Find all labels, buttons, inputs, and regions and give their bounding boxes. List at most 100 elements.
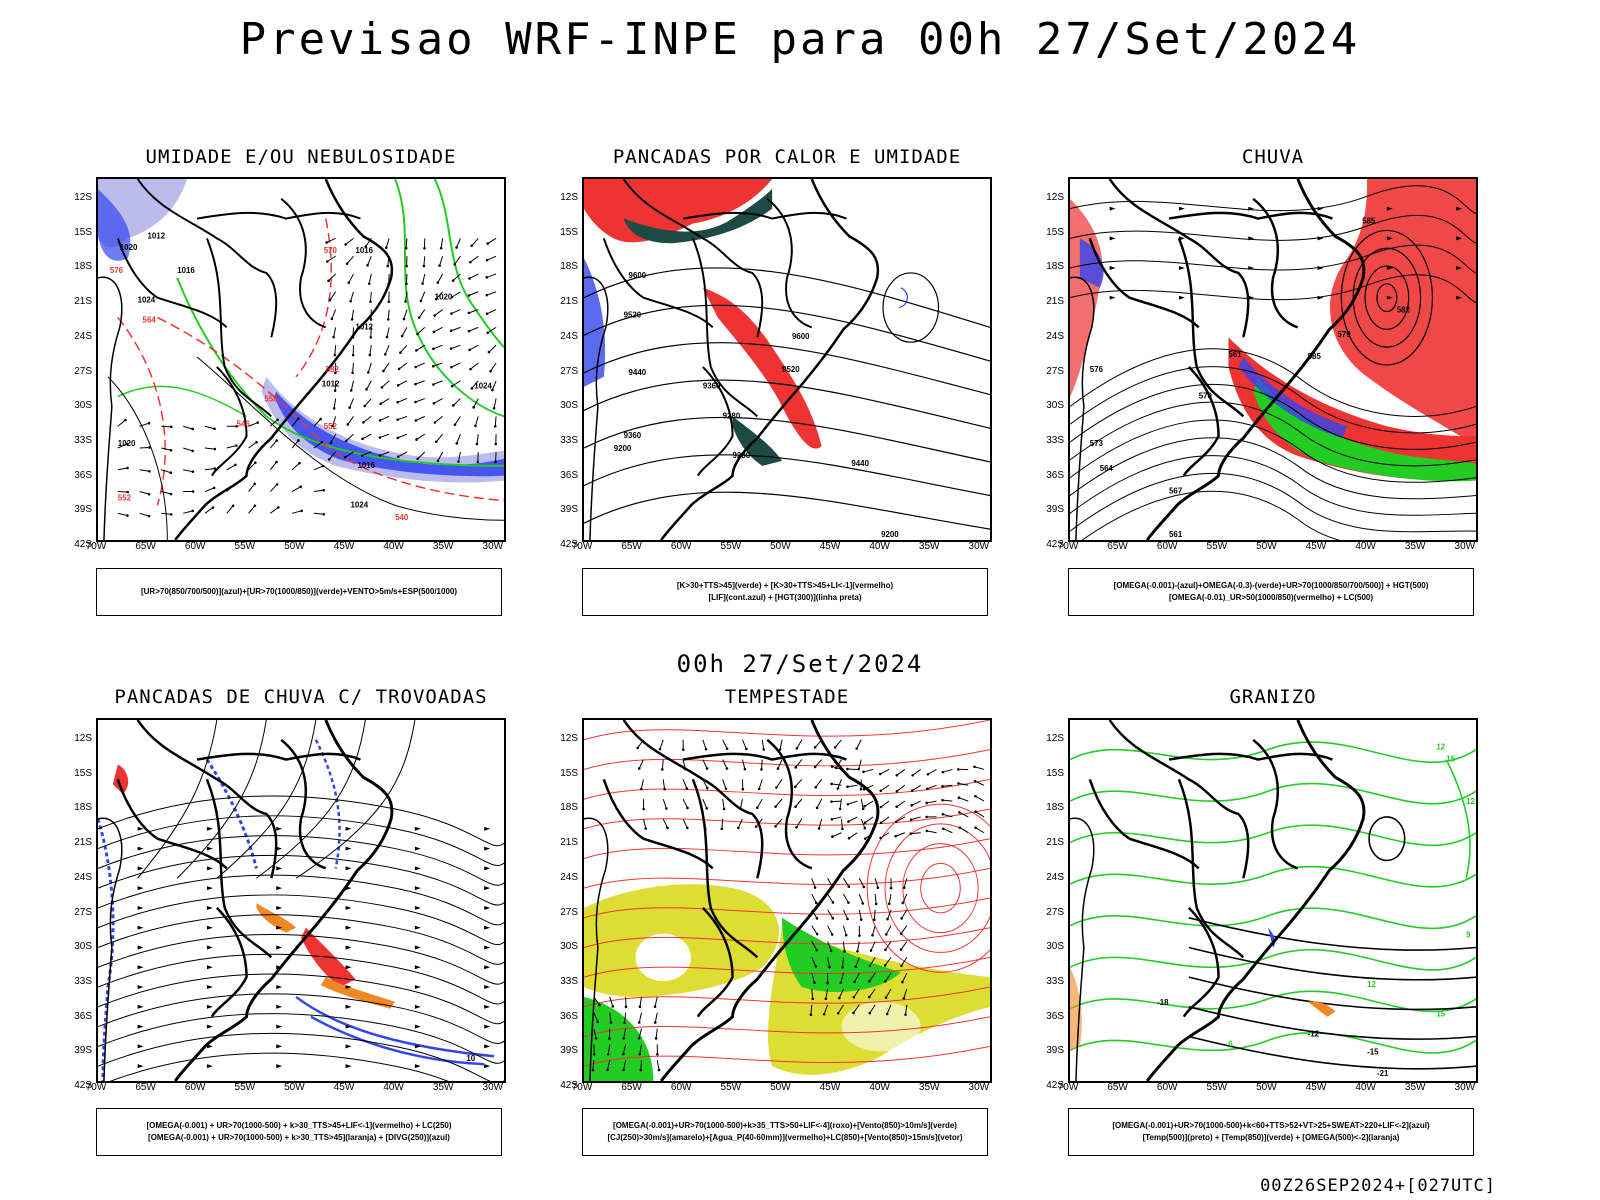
contour-label: 9360 (703, 382, 721, 391)
longitude-tick-label: 55W (720, 1082, 742, 1093)
latitude-tick-label: 21S (560, 296, 578, 308)
contour-label: 1020 (120, 243, 138, 252)
wind-vectors (636, 739, 867, 831)
latitude-tick-label: 12S (74, 733, 92, 744)
latitude-tick-label: 30S (74, 941, 92, 953)
legend-line: [UR>70(850/700/500)](azul)+[UR>70(1000/8… (140, 587, 458, 596)
latitude-tick-label: 12S (560, 733, 578, 744)
longitude-tick-label: 50W (770, 1082, 791, 1093)
longitude-tick-label: 65W (1107, 1082, 1128, 1093)
contour-label: 558 (264, 395, 278, 404)
longitude-tick-label: 45W (819, 541, 841, 552)
latitude-tick-label: 18S (560, 802, 578, 814)
contour-label: 10 (466, 1054, 475, 1063)
legend-line: [OMEGA(-0.001) + UR>70(1000-500) + k>30_… (146, 1121, 452, 1130)
latitude-tick-label: 12S (560, 192, 578, 203)
contour-label: 9520 (782, 365, 800, 374)
longitude-tick-label: 70W (85, 541, 107, 552)
contour-label: 579 (1337, 330, 1351, 339)
legend-line: [CJ(250)>30m/s](amarelo)+[Agua_P(40-60mm… (607, 1133, 963, 1142)
contour-label: 9360 (624, 431, 642, 440)
contour-label: 552 (324, 422, 338, 431)
longitude-tick-label: 35W (1404, 541, 1426, 552)
latitude-tick-label: 39S (560, 1045, 578, 1057)
map-plot: 1020 1012 1016 1024 1016 1020 1012 1012 1024 1016… (96, 177, 506, 542)
contour-label: 1024 (138, 296, 156, 305)
longitude-tick-label: 35W (918, 541, 940, 552)
longitude-tick-label: 40W (869, 541, 890, 552)
contour-label: 9 (1466, 931, 1471, 940)
contour-label: 567 (1169, 487, 1183, 496)
map-plot: 9600 9520 9440 9360 9280 9200 9600 9520 9440 9200… (582, 177, 992, 542)
longitude-tick-label: 60W (1156, 1082, 1178, 1093)
latitude-tick-label: 24S (74, 330, 92, 342)
longitude-tick-label: 45W (819, 1082, 841, 1093)
contour-label: 585 (1362, 217, 1376, 226)
latitude-tick-label: 42S (1046, 1080, 1064, 1091)
latitude-tick-label: 21S (1046, 837, 1064, 849)
panel-title: GRANIZO (1229, 686, 1317, 708)
contour-label: 582 (326, 365, 340, 374)
map-plot: -18 -12 -15 -21 12 15 12 9 6 12 15 (1068, 718, 1478, 1083)
contour-label: 576 (1090, 365, 1104, 374)
latitude-tick-label: 42S (560, 539, 578, 550)
latitude-tick-label: 27S (74, 906, 92, 918)
contour-label: 582 (1397, 306, 1411, 315)
latitude-tick-label: 15S (1046, 226, 1064, 238)
latitude-tick-label: 15S (560, 226, 578, 238)
contour-label: 552 (118, 493, 132, 502)
map-canvas: 10 (98, 720, 504, 1081)
latitude-tick-label: 36S (560, 469, 578, 481)
longitude-tick-label: 55W (1206, 541, 1228, 552)
contour-labels: 585 585 576 570 573 564 567 561 561 579 582 (1090, 217, 1411, 540)
latitude-tick-label: 33S (74, 975, 92, 987)
contour-labels: 10 (466, 1054, 475, 1063)
latitude-tick-label: 33S (560, 434, 578, 446)
longitude-tick-label: 50W (1256, 541, 1277, 552)
latitude-tick-label: 33S (560, 975, 578, 987)
contour-label: 585 (1308, 352, 1322, 361)
latitude-tick-label: 21S (1046, 296, 1064, 308)
contour-label: 573 (1090, 439, 1104, 448)
latitude-tick-label: 39S (74, 1045, 92, 1057)
contour-label: 546 (237, 419, 251, 428)
wind-vectors (809, 877, 908, 1016)
map-canvas: 585 585 576 570 573 564 567 561 561 579 582 (1070, 179, 1476, 540)
latitude-tick-label: 42S (560, 1080, 578, 1091)
longitude-tick-label: 70W (571, 1082, 593, 1093)
map-outline (584, 720, 880, 1081)
longitude-tick-label: 60W (184, 1082, 206, 1093)
map-plot: 10 (96, 718, 506, 1083)
longitude-tick-label: 55W (720, 541, 742, 552)
map-plot (582, 718, 992, 1083)
latitude-tick-label: 36S (1046, 469, 1064, 481)
contour-label: -15 (1367, 1047, 1379, 1056)
latitude-tick-label: 15S (560, 767, 578, 779)
latitude-tick-label: 12S (74, 192, 92, 203)
legend-box: [OMEGA(-0.001)-(azul)+OMEGA(-0.3)-(verde… (1068, 568, 1474, 616)
latitude-tick-label: 30S (560, 400, 578, 412)
longitude-tick-label: 55W (1206, 1082, 1228, 1093)
contour-label: 1012 (322, 380, 340, 389)
map-outline (584, 179, 880, 540)
contour-label: 9440 (629, 368, 647, 377)
longitude-tick-label: 60W (1156, 541, 1178, 552)
latitude-tick-label: 18S (74, 802, 92, 814)
longitude-tick-label: 65W (621, 541, 642, 552)
longitude-tick-label: 35W (1404, 1082, 1426, 1093)
latitude-tick-label: 18S (1046, 802, 1064, 814)
latitude-tick-label: 30S (74, 400, 92, 412)
latitude-tick-label: 24S (560, 330, 578, 342)
run-footer: 00Z26SEP2024+[027UTC] (1260, 1176, 1496, 1196)
longitude-tick-label: 70W (1057, 541, 1079, 552)
longitude-tick-label: 60W (670, 1082, 692, 1093)
contour-label: 1020 (118, 439, 136, 448)
latitude-tick-label: 36S (74, 1010, 92, 1022)
longitude-tick-label: 30W (482, 1082, 504, 1093)
longitude-tick-label: 70W (571, 541, 593, 552)
contour-label: 1024 (351, 500, 369, 509)
longitude-tick-label: 45W (1305, 541, 1327, 552)
legend-line: [OMEGA(-0.001) + UR>70(1000-500) + k>30_… (148, 1133, 450, 1142)
latitude-tick-label: 42S (74, 539, 92, 550)
contour-label: 564 (143, 315, 157, 324)
